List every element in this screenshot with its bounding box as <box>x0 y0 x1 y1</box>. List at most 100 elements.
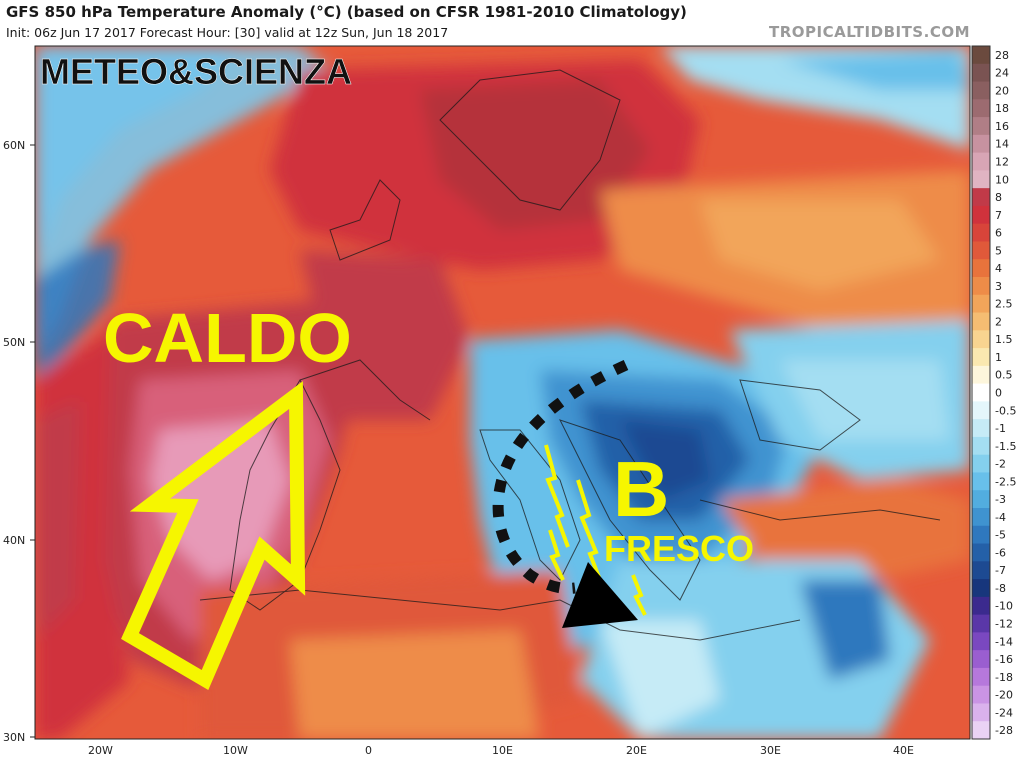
colorbar-label: 7 <box>995 209 1002 222</box>
lightning-icon <box>576 479 602 581</box>
colorbar-swatch <box>972 330 990 349</box>
colorbar-swatch <box>972 721 990 740</box>
lon-label: 0 <box>365 744 372 757</box>
anomaly-field <box>35 46 970 739</box>
colorbar-label: 0 <box>995 387 1002 400</box>
longitude-axis: 20W 10W 0 10E 20E 30E 40E <box>88 744 914 757</box>
colorbar-label: 20 <box>995 84 1009 97</box>
colorbar-label: 0.5 <box>995 369 1013 382</box>
colorbar-label: 28 <box>995 49 1009 62</box>
colorbar-swatch <box>972 99 990 118</box>
annotations: METEO&SCIENZA CALDO B FRESCO <box>40 51 754 691</box>
colorbar-label: -7 <box>995 564 1006 577</box>
colorbar-swatch <box>972 170 990 189</box>
fresco-label: FRESCO <box>604 528 754 569</box>
colorbar-label: 4 <box>995 262 1002 275</box>
colorbar-swatch <box>972 241 990 260</box>
colorbar-label: 24 <box>995 67 1009 80</box>
colorbar-label: 6 <box>995 227 1002 240</box>
colorbar-swatch <box>972 579 990 598</box>
colorbar-label: -24 <box>995 706 1013 719</box>
colorbar-swatch <box>972 401 990 420</box>
colorbar-swatch <box>972 436 990 456</box>
map-subtitle: Init: 06z Jun 17 2017 Forecast Hour: [30… <box>6 25 449 40</box>
colorbar-swatch <box>972 277 990 296</box>
colorbar-swatch <box>972 188 990 207</box>
colorbar-swatch <box>972 81 990 100</box>
lightning-icon <box>544 444 570 548</box>
colorbar-label: 18 <box>995 102 1009 115</box>
colorbar-swatch <box>972 703 990 722</box>
colorbar-label: 5 <box>995 244 1002 257</box>
lon-label: 40E <box>893 744 914 757</box>
colorbar-swatch <box>972 348 990 367</box>
lon-label: 10E <box>492 744 513 757</box>
colorbar-label: -6 <box>995 546 1006 559</box>
colorbar-label: -28 <box>995 724 1013 737</box>
colorbar-label: 1 <box>995 351 1002 364</box>
colorbar-label: 10 <box>995 173 1009 186</box>
lightning-icon <box>548 529 565 581</box>
colorbar-frame <box>971 45 991 740</box>
colorbar-swatch <box>972 259 990 278</box>
colorbar-swatch <box>972 650 990 669</box>
colorbar-swatch <box>972 632 990 651</box>
colorbar-label: -14 <box>995 635 1013 648</box>
colorbar-swatch <box>972 472 990 491</box>
low-pressure-triangle-icon <box>562 562 638 628</box>
colorbar-label: -2.5 <box>995 475 1016 488</box>
map-header: GFS 850 hPa Temperature Anomaly (°C) (ba… <box>0 0 1024 46</box>
colorbar-swatch <box>972 525 990 545</box>
colorbar-swatch <box>972 365 990 385</box>
coastlines <box>199 69 941 641</box>
colorbar-label: 14 <box>995 138 1009 151</box>
brand-label: METEO&SCIENZA <box>40 51 352 92</box>
colorbar-swatch <box>972 543 990 562</box>
colorbar-swatch <box>972 63 990 83</box>
colorbar-label: -4 <box>995 511 1006 524</box>
colorbar-label: 3 <box>995 280 1002 293</box>
colorbar-label: 12 <box>995 156 1009 169</box>
low-pressure-label: B <box>613 445 669 533</box>
colorbar-label: -18 <box>995 671 1013 684</box>
map-title: GFS 850 hPa Temperature Anomaly (°C) (ba… <box>6 3 687 21</box>
colorbar-swatch <box>972 596 990 616</box>
lon-label: 30E <box>760 744 781 757</box>
colorbar-swatch <box>972 117 990 136</box>
lon-label: 10W <box>223 744 248 757</box>
colorbar-label: -3 <box>995 493 1006 506</box>
colorbar-label: -2 <box>995 458 1006 471</box>
colorbar-label: 8 <box>995 191 1002 204</box>
colorbar-swatch <box>972 667 990 687</box>
colorbar-swatch <box>972 294 990 314</box>
colorbar-swatch <box>972 685 990 704</box>
colorbar-label: 2 <box>995 315 1002 328</box>
lon-label: 20E <box>626 744 647 757</box>
colorbar-swatch <box>972 205 990 225</box>
colorbar-swatch <box>972 134 990 154</box>
caldo-label: CALDO <box>103 299 352 377</box>
map-frame <box>34 45 971 740</box>
colorbar-label: 2.5 <box>995 298 1013 311</box>
colorbar-swatch <box>972 508 990 527</box>
colorbar-swatch <box>972 419 990 438</box>
colorbar-label: -0.5 <box>995 404 1016 417</box>
latitude-axis: 60N 50N 40N 30N <box>3 139 35 744</box>
lat-label: 30N <box>3 731 25 744</box>
lat-label: 60N <box>3 139 25 152</box>
colorbar-label: -1.5 <box>995 440 1016 453</box>
colorbar-swatch <box>972 561 990 580</box>
lightning-icon <box>631 574 647 616</box>
colorbar-swatch <box>972 46 990 65</box>
lon-label: 20W <box>88 744 113 757</box>
colorbar-swatch <box>972 490 990 509</box>
colorbar-swatch <box>972 383 990 402</box>
colorbar-label: -5 <box>995 529 1006 542</box>
site-credit: TROPICALTIDBITS.COM <box>769 23 970 41</box>
colorbar-label: -16 <box>995 653 1013 666</box>
colorbar-swatch <box>972 454 990 473</box>
colorbar-label: 16 <box>995 120 1009 133</box>
lat-label: 50N <box>3 336 25 349</box>
colorbar-label: -8 <box>995 582 1006 595</box>
